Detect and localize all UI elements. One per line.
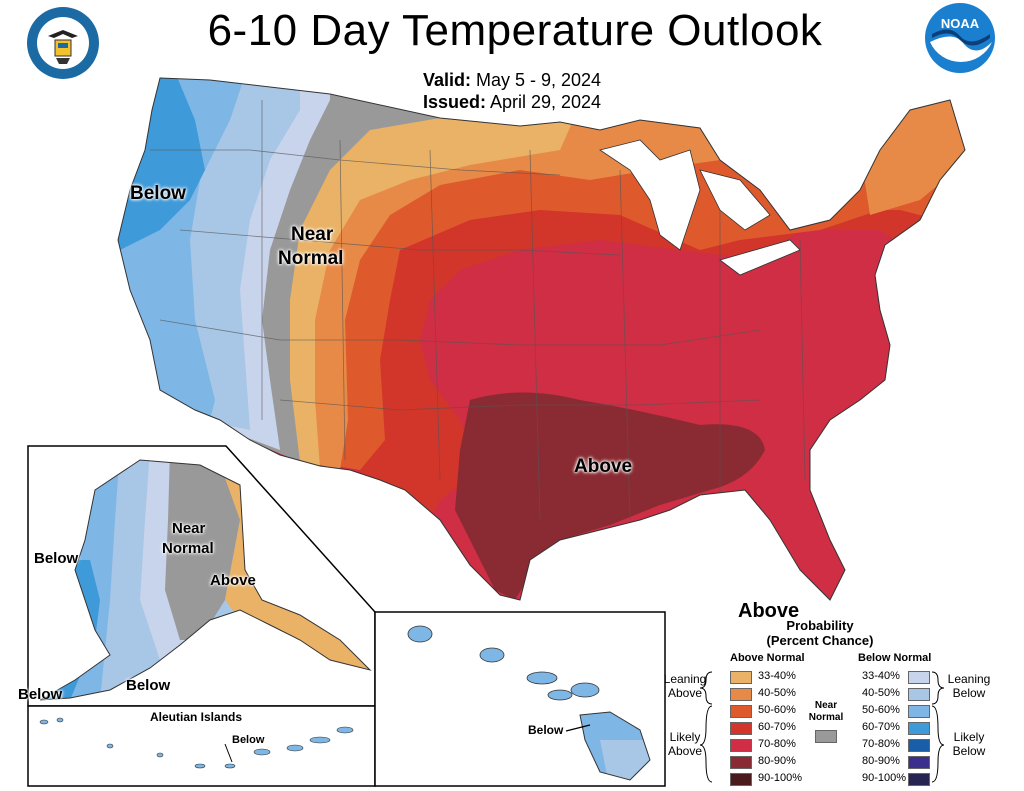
alaska-near-label: Near (172, 520, 206, 537)
page-title: 6-10 Day Temperature Outlook (207, 6, 823, 55)
aleutian-inset-frame (27, 705, 376, 787)
legend-above-range-1: 40-50% (758, 687, 796, 699)
alaska-above-label: Above (210, 572, 256, 589)
legend-below-swatch-6 (908, 773, 930, 786)
issued-date: Issued: April 29, 2024 (422, 92, 602, 112)
legend-below-range-5: 80-90% (862, 755, 900, 767)
legend-above-swatch-3 (730, 722, 752, 735)
legend-above-range-3: 60-70% (758, 721, 796, 733)
commerce-seal-icon (27, 7, 99, 79)
legend-above-swatch-5 (730, 756, 752, 769)
legend-likely-above: Likely Above (667, 730, 703, 758)
hawaii-islands (407, 625, 600, 701)
legend-above-normal-header: Above Normal (730, 652, 805, 664)
legend-below-range-3: 60-70% (862, 721, 900, 733)
aleutian-title: Aleutian Islands (150, 710, 243, 724)
legend-above-swatch-0 (730, 671, 752, 684)
alaska-below-west-label: Below (34, 550, 79, 567)
legend-below-swatch-0 (908, 671, 930, 684)
legend-above-range-5: 80-90% (758, 755, 796, 767)
legend-above-swatch-6 (730, 773, 752, 786)
hawaii-below-label: Below (528, 723, 564, 737)
legend-leaning-above: Leaning Above (663, 672, 707, 700)
svg-text:NOAA: NOAA (941, 16, 980, 31)
legend-above-swatch-2 (730, 705, 752, 718)
legend-above-range-6: 90-100% (758, 772, 803, 784)
legend-below-range-4: 70-80% (862, 738, 900, 750)
legend-below-range-2: 50-60% (862, 704, 900, 716)
legend-below-range-1: 40-50% (862, 687, 900, 699)
alaska-below-sw-label: Below (18, 686, 63, 703)
legend-above-range-4: 70-80% (758, 738, 796, 750)
legend-above-range-2: 50-60% (758, 704, 796, 716)
legend-above-swatch-4 (730, 739, 752, 752)
legend-below-swatch-2 (908, 705, 930, 718)
conus-below-label: Below (130, 183, 186, 204)
legend-likely-below: Likely Below (952, 730, 986, 758)
legend-below-swatch-3 (908, 722, 930, 735)
alaska-normal-label: Normal (162, 540, 214, 557)
alaska-below-south-label: Below (126, 677, 171, 694)
conus-above-label: Above (574, 456, 633, 477)
legend-below-swatch-5 (908, 756, 930, 769)
conus-normal-label: Normal (278, 248, 344, 269)
legend-below-swatch-1 (908, 688, 930, 701)
legend-near-normal-label: Near Normal (808, 700, 844, 723)
valid-dates: Valid: May 5 - 9, 2024 (422, 70, 602, 90)
legend-probability: Probability (Percent Chance) (766, 618, 874, 648)
legend-below-range-0: 33-40% (862, 670, 900, 682)
legend-below-normal-header: Below Normal (858, 652, 932, 664)
noaa-logo-icon: NOAA (925, 3, 995, 73)
conus-near-label: Near (291, 224, 334, 245)
legend-below-swatch-4 (908, 739, 930, 752)
legend-near-normal-swatch (815, 730, 837, 743)
aleutian-below-label: Below (232, 734, 265, 746)
legend-above-range-0: 33-40% (758, 670, 796, 682)
legend-above-swatch-1 (730, 688, 752, 701)
legend-leaning-below: Leaning Below (947, 672, 991, 700)
legend-below-range-6: 90-100% (862, 772, 907, 784)
aleutian-islands (39, 717, 354, 769)
legend-above-title: Above (738, 600, 800, 622)
